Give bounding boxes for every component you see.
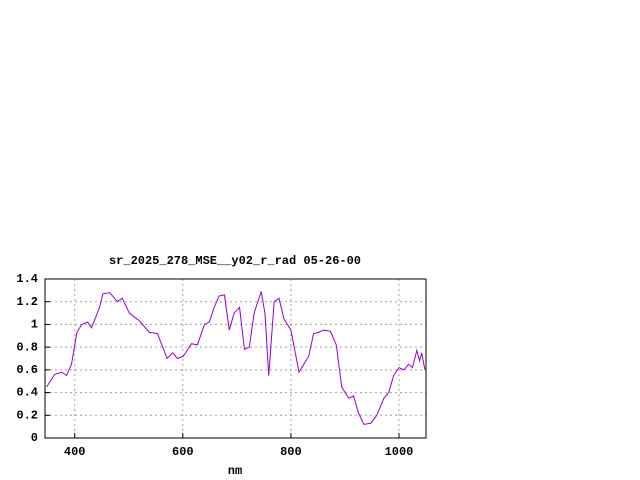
x-tick-label: 400 — [64, 445, 86, 459]
chart-title: sr_2025_278_MSE__y02_r_rad 05-26-00 — [109, 254, 361, 268]
x-tick-label: 600 — [172, 445, 194, 459]
y-tick-label: 0.4 — [16, 386, 38, 400]
line-series — [46, 291, 426, 425]
y-tick-label: 0.2 — [16, 408, 38, 422]
y-tick-label: 0 — [31, 431, 38, 445]
x-tick-label: 1000 — [385, 445, 414, 459]
plot-frame — [44, 278, 427, 439]
y-tick-label: 0.6 — [16, 363, 38, 377]
x-tick-label: 800 — [280, 445, 302, 459]
y-tick-label: 1.4 — [16, 272, 38, 286]
y-tick-label: 1 — [31, 318, 38, 332]
y-tick-label: 0.8 — [16, 340, 38, 354]
y-tick-label: 1.2 — [16, 295, 38, 309]
x-axis-label: nm — [228, 464, 242, 478]
